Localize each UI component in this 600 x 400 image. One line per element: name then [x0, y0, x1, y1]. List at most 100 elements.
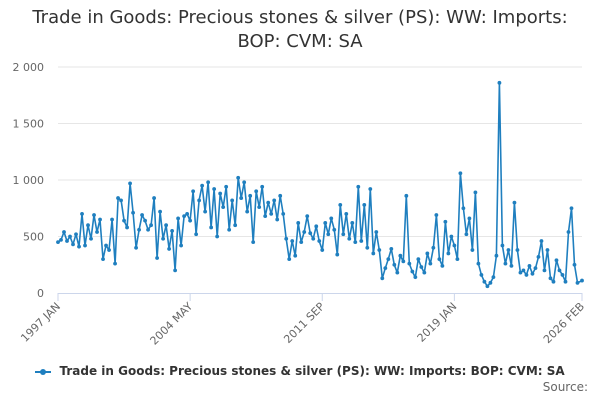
data-point[interactable] — [68, 234, 72, 239]
data-point[interactable] — [479, 273, 484, 277]
data-point[interactable] — [512, 200, 517, 205]
data-point[interactable] — [563, 279, 568, 284]
data-point[interactable] — [428, 261, 433, 266]
data-point[interactable] — [401, 259, 406, 264]
data-point[interactable] — [347, 236, 352, 241]
data-point[interactable] — [188, 218, 193, 223]
data-point[interactable] — [503, 261, 508, 266]
data-point[interactable] — [263, 214, 268, 219]
data-point[interactable] — [518, 270, 523, 275]
data-point[interactable] — [179, 243, 184, 248]
data-point[interactable] — [134, 245, 138, 250]
data-point[interactable] — [548, 276, 553, 281]
data-point[interactable] — [410, 269, 415, 274]
data-point[interactable] — [458, 171, 463, 176]
data-point[interactable] — [230, 198, 235, 203]
data-point[interactable] — [431, 245, 436, 250]
data-point[interactable] — [545, 248, 550, 252]
series-line[interactable] — [57, 82, 583, 287]
data-point[interactable] — [254, 189, 259, 194]
data-point[interactable] — [470, 248, 475, 252]
data-point[interactable] — [302, 230, 307, 234]
data-point[interactable] — [449, 234, 454, 239]
data-point[interactable] — [245, 209, 250, 214]
data-point[interactable] — [161, 236, 166, 241]
data-point[interactable] — [269, 212, 274, 216]
data-point[interactable] — [407, 261, 412, 266]
data-point[interactable] — [542, 268, 547, 273]
data-point[interactable] — [557, 268, 562, 273]
data-point[interactable] — [580, 278, 584, 283]
data-point[interactable] — [350, 221, 355, 225]
data-point[interactable] — [311, 236, 316, 241]
data-point[interactable] — [146, 227, 150, 232]
data-point[interactable] — [185, 212, 190, 216]
legend[interactable]: Trade in Goods: Precious stones & silver… — [0, 364, 600, 378]
data-point[interactable] — [125, 225, 129, 230]
data-point[interactable] — [227, 227, 232, 232]
data-point[interactable] — [497, 80, 502, 85]
data-point[interactable] — [413, 275, 418, 280]
data-point[interactable] — [278, 193, 283, 198]
data-point[interactable] — [293, 253, 298, 258]
data-point[interactable] — [116, 196, 120, 200]
data-point[interactable] — [527, 263, 532, 268]
data-point[interactable] — [107, 248, 111, 252]
data-point[interactable] — [353, 240, 358, 245]
data-point[interactable] — [305, 214, 310, 219]
data-point[interactable] — [104, 243, 108, 248]
data-point[interactable] — [86, 223, 90, 228]
data-point[interactable] — [164, 223, 169, 228]
data-point[interactable] — [533, 266, 538, 271]
data-point[interactable] — [314, 224, 319, 229]
data-point[interactable] — [140, 213, 144, 217]
data-point[interactable] — [551, 279, 556, 284]
data-point[interactable] — [539, 239, 544, 243]
data-point[interactable] — [506, 248, 511, 252]
data-point[interactable] — [59, 237, 63, 242]
data-point[interactable] — [467, 216, 472, 221]
data-point[interactable] — [296, 221, 301, 225]
data-point[interactable] — [137, 227, 141, 232]
data-point[interactable] — [191, 189, 196, 194]
data-point[interactable] — [152, 196, 156, 200]
data-point[interactable] — [575, 280, 580, 285]
data-point[interactable] — [329, 216, 334, 221]
data-point[interactable] — [77, 244, 81, 249]
data-point[interactable] — [386, 257, 391, 261]
data-point[interactable] — [566, 230, 571, 234]
data-point[interactable] — [362, 202, 367, 207]
data-point[interactable] — [482, 279, 487, 284]
data-point[interactable] — [92, 213, 96, 217]
data-point[interactable] — [443, 219, 448, 224]
data-point[interactable] — [176, 216, 181, 221]
data-point[interactable] — [173, 268, 178, 273]
data-point[interactable] — [206, 180, 211, 185]
data-point[interactable] — [437, 257, 442, 261]
data-point[interactable] — [251, 240, 256, 245]
data-point[interactable] — [113, 261, 117, 266]
data-point[interactable] — [491, 275, 496, 280]
data-point[interactable] — [221, 205, 226, 210]
data-point[interactable] — [572, 262, 577, 267]
data-point[interactable] — [359, 239, 364, 243]
data-point[interactable] — [266, 200, 271, 205]
data-point[interactable] — [80, 212, 84, 216]
data-point[interactable] — [149, 223, 153, 228]
data-point[interactable] — [275, 217, 280, 222]
data-point[interactable] — [95, 230, 99, 234]
data-point[interactable] — [65, 239, 69, 243]
data-point[interactable] — [524, 273, 529, 277]
data-point[interactable] — [110, 217, 114, 222]
data-point[interactable] — [56, 240, 60, 245]
data-point[interactable] — [194, 232, 199, 237]
data-point[interactable] — [536, 254, 541, 259]
data-point[interactable] — [197, 198, 202, 203]
data-point[interactable] — [368, 187, 373, 191]
data-point[interactable] — [383, 266, 388, 271]
data-point[interactable] — [530, 271, 535, 276]
data-point[interactable] — [485, 284, 490, 289]
data-point[interactable] — [377, 248, 382, 252]
data-point[interactable] — [215, 234, 220, 239]
data-point[interactable] — [380, 276, 385, 281]
